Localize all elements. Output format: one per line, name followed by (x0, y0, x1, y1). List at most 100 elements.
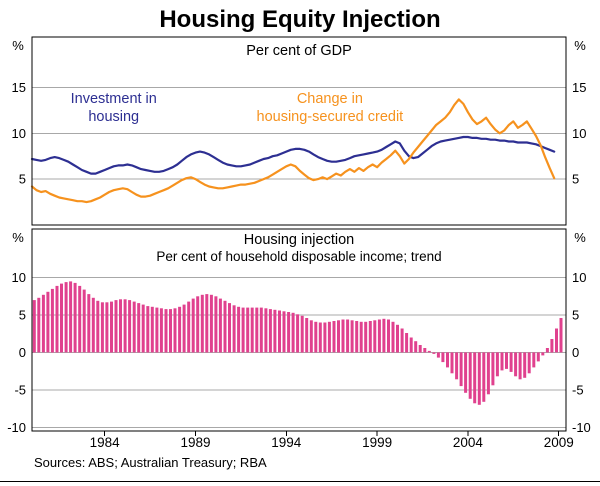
injection-bar (337, 320, 340, 353)
injection-bar (60, 283, 63, 353)
xtick-label: 1989 (180, 435, 210, 450)
injection-bar (291, 312, 295, 353)
injection-bar (555, 328, 558, 353)
ytick-label-right: 5 (572, 172, 579, 187)
injection-bar (541, 352, 545, 356)
injection-bar (359, 321, 363, 353)
injection-bar (132, 301, 136, 353)
injection-bar (423, 348, 427, 353)
injection-bar (246, 307, 250, 353)
xtick-label: 2004 (453, 435, 484, 450)
injection-bar (332, 321, 336, 353)
injection-bar (300, 315, 304, 353)
injection-bar (536, 352, 540, 362)
injection-bar (441, 352, 445, 363)
injection-bar (341, 319, 345, 353)
injection-bar (327, 321, 331, 353)
injection-bar (514, 352, 518, 377)
injection-bar (364, 321, 368, 353)
injection-bar (110, 301, 113, 353)
ytick-label-right: 0 (572, 345, 579, 360)
panel-border (31, 36, 567, 226)
injection-bar (387, 319, 390, 353)
injection-bar (264, 308, 268, 353)
injection-bar (259, 307, 263, 353)
injection-bar (137, 303, 141, 353)
ytick-label-right: -5 (572, 382, 584, 397)
injection-bar (209, 294, 213, 353)
injection-bar (468, 352, 472, 399)
injection-bar (491, 352, 495, 386)
injection-bar (532, 352, 536, 368)
injection-bar (73, 282, 77, 353)
injection-bar (377, 319, 381, 353)
ytick-label-left: 10 (12, 126, 26, 141)
ytick-label-right: 10 (572, 270, 586, 285)
injection-bar (464, 352, 468, 393)
injection-bar (309, 320, 313, 353)
injection-bar (96, 300, 100, 353)
series-label-credit: housing-secured credit (257, 109, 404, 125)
injection-bar (55, 285, 59, 353)
injection-bar (482, 352, 486, 402)
injection-bar (459, 352, 463, 387)
injection-bar (232, 305, 236, 353)
injection-bar (46, 291, 50, 353)
injection-bar (318, 322, 322, 353)
injection-bar (237, 306, 241, 353)
ytick-label-left: -5 (14, 382, 26, 397)
injection-bar (382, 318, 386, 353)
ytick-label-left: 5 (19, 308, 26, 323)
injection-bar (323, 322, 327, 353)
injection-bar (396, 324, 399, 353)
panel-title-top: Per cent of GDP (246, 43, 352, 59)
injection-bar (368, 321, 372, 353)
injection-bar (305, 318, 309, 353)
injection-bar (114, 300, 118, 353)
injection-bar (509, 352, 513, 372)
injection-bar (559, 318, 563, 353)
injection-bar (159, 308, 163, 353)
injection-bar (78, 285, 82, 353)
injection-bar (473, 352, 477, 404)
unit-label-left: % (12, 230, 24, 245)
injection-bar (432, 352, 436, 354)
injection-bar (346, 319, 350, 353)
injection-bar (223, 300, 227, 353)
injection-bar (350, 320, 354, 353)
injection-bar (477, 352, 481, 405)
injection-bar (69, 281, 73, 353)
injection-bar (282, 311, 286, 353)
ytick-label-left: 5 (19, 172, 26, 187)
injection-bar (414, 341, 418, 353)
injection-bar (123, 299, 127, 353)
injection-bar (446, 352, 449, 368)
injection-bar (296, 314, 300, 353)
ytick-label-right: -10 (572, 420, 591, 435)
injection-bar (287, 312, 291, 353)
injection-bar (128, 300, 132, 353)
chart-canvas: Investment in housing Change in housing-sec… (7, 36, 591, 450)
injection-bar (173, 308, 177, 353)
injection-bar (486, 352, 490, 395)
unit-label-right: % (574, 230, 586, 245)
injection-bar (182, 304, 186, 353)
injection-bar (523, 352, 527, 378)
injection-bar (355, 321, 359, 353)
sources-note: Sources: ABS; Australian Treasury; RBA (34, 455, 267, 470)
injection-bar (228, 303, 231, 353)
ytick-label-right: 10 (572, 126, 586, 141)
injection-bar (64, 282, 68, 353)
injection-bar (164, 309, 168, 353)
injection-bar (82, 289, 86, 353)
injection-bar (500, 352, 504, 371)
injection-bar (400, 328, 404, 353)
injection-bar (32, 300, 36, 353)
injection-bar (100, 302, 104, 353)
injection-bar (41, 294, 45, 353)
injection-bar (169, 309, 172, 353)
injection-bar (427, 350, 431, 353)
injection-bar (250, 307, 254, 353)
bottom-rule (0, 481, 600, 482)
injection-bar (405, 333, 409, 353)
